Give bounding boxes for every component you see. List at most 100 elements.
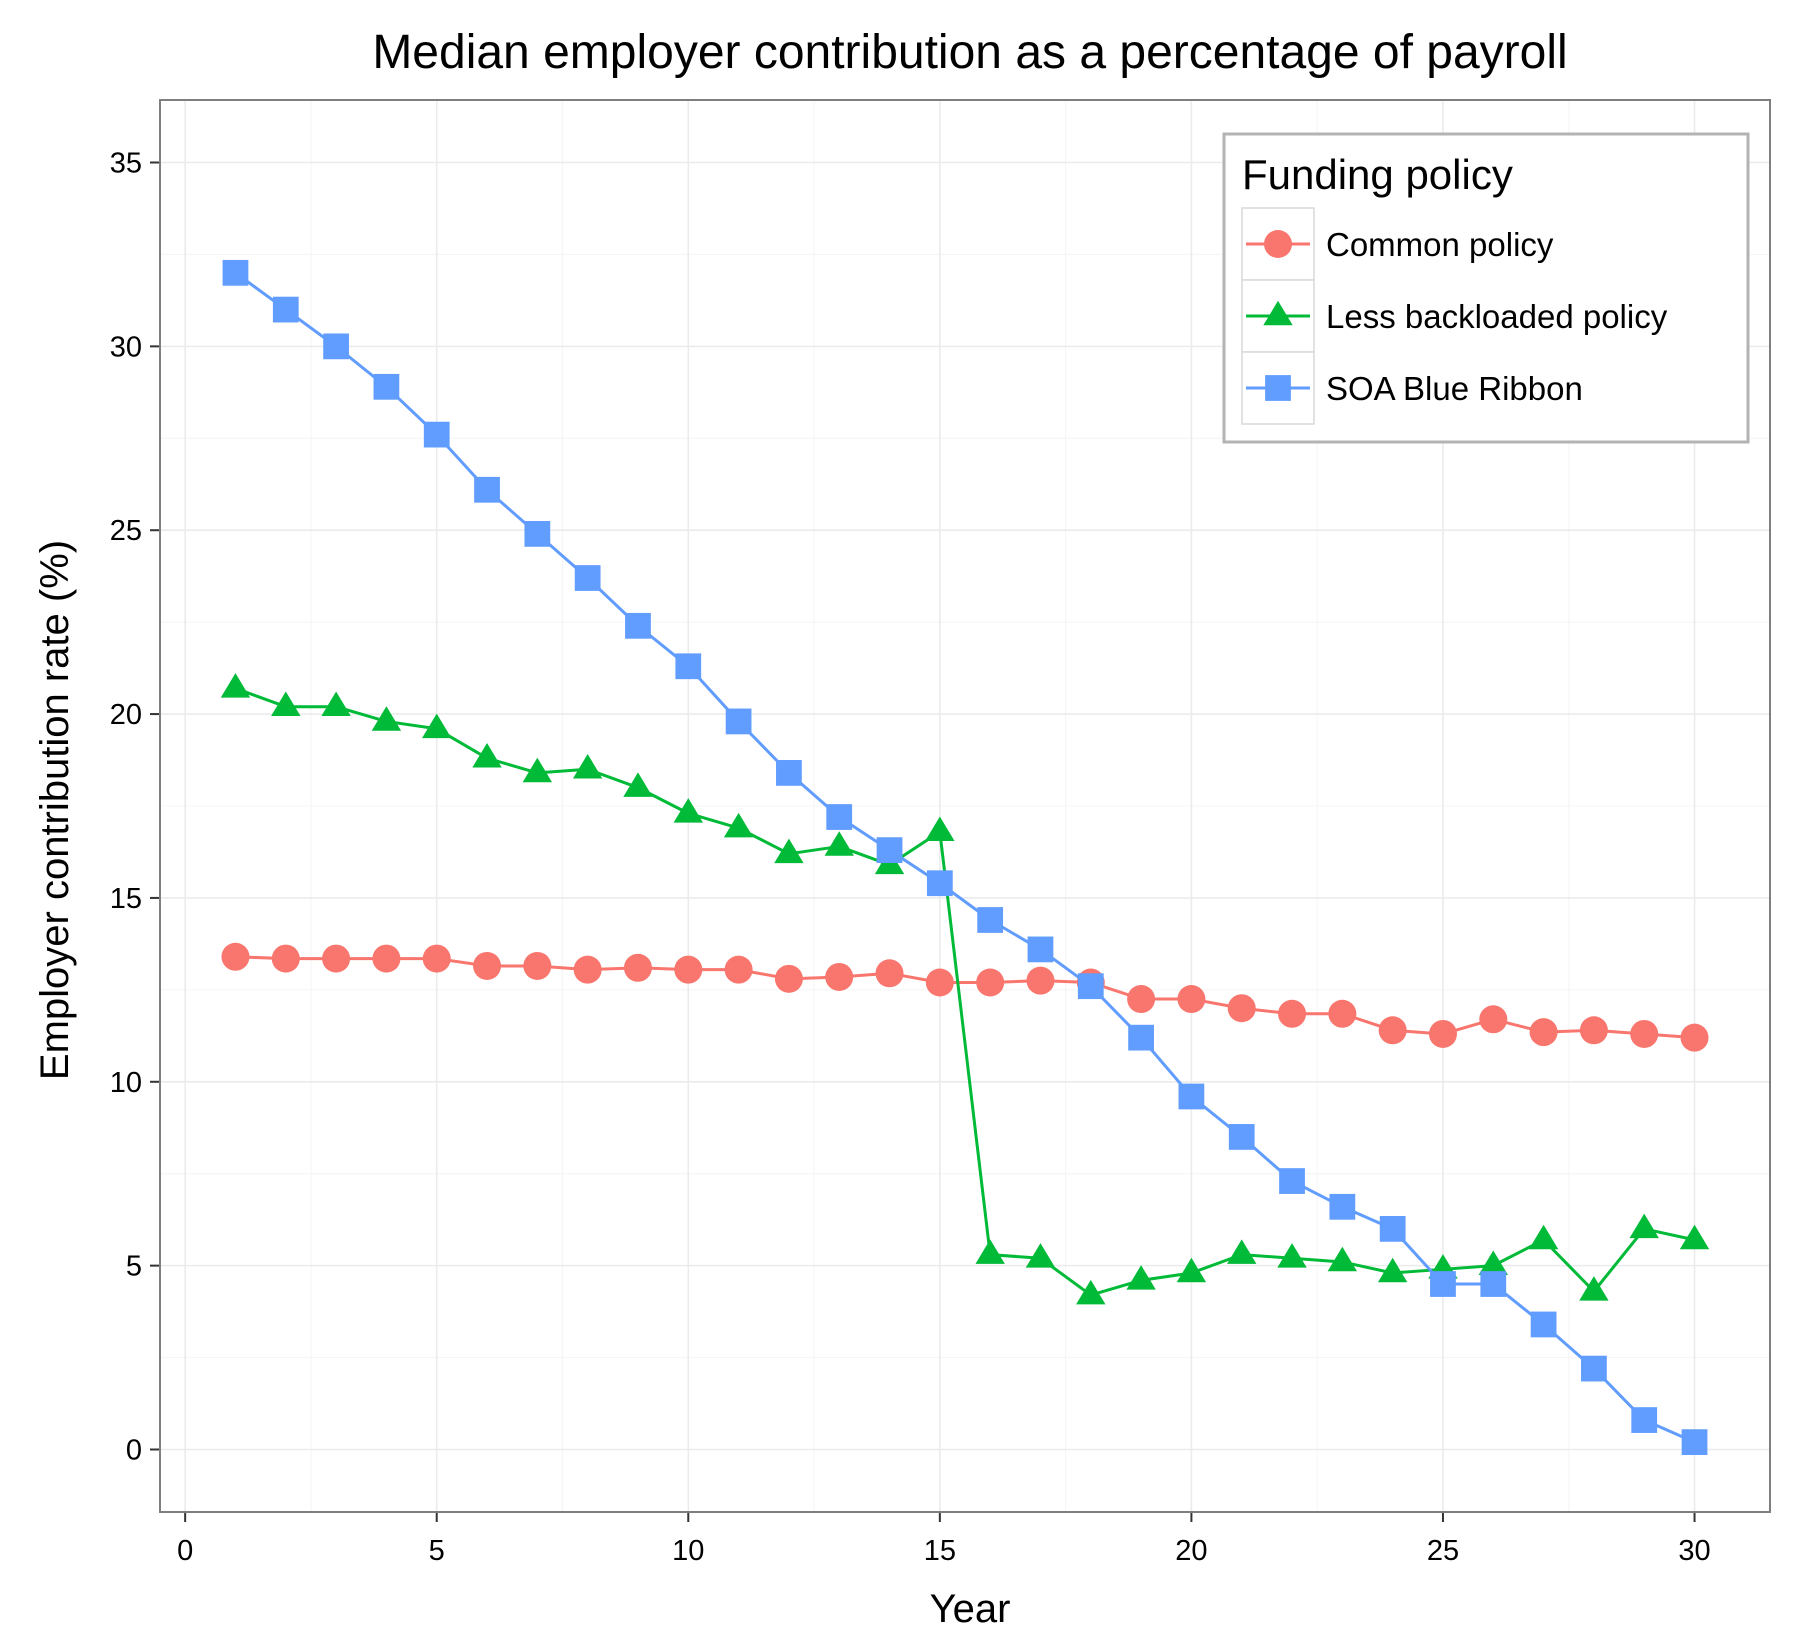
- series-common-policy: [221, 942, 1709, 1052]
- y-tick-label: 15: [110, 883, 142, 915]
- x-tick-label: 10: [672, 1535, 704, 1567]
- data-point-common-policy: [1378, 1016, 1407, 1045]
- data-point-less-backloaded-policy: [422, 713, 452, 739]
- data-point-common-policy: [976, 968, 1005, 997]
- data-point-common-policy: [1026, 966, 1055, 995]
- data-point-less-backloaded-policy: [1478, 1250, 1508, 1275]
- data-point-soa-blue-ribbon: [1581, 1355, 1607, 1382]
- x-tick-label: 15: [924, 1535, 956, 1567]
- data-point-common-policy: [1479, 1005, 1508, 1034]
- series-soa-blue-ribbon: [222, 259, 1708, 1456]
- x-tick-label: 20: [1175, 1535, 1207, 1567]
- data-point-soa-blue-ribbon: [574, 565, 601, 591]
- data-point-soa-blue-ribbon: [373, 373, 400, 400]
- data-point-less-backloaded-policy: [1579, 1276, 1609, 1301]
- data-point-less-backloaded-policy: [1377, 1257, 1408, 1283]
- data-point-common-policy: [674, 955, 703, 984]
- data-point-soa-blue-ribbon: [1430, 1271, 1456, 1297]
- y-tick-label: 10: [110, 1067, 142, 1099]
- data-point-common-policy: [1177, 985, 1206, 1014]
- data-point-common-policy: [573, 955, 602, 984]
- data-point-common-policy: [724, 955, 753, 984]
- data-point-less-backloaded-policy: [925, 816, 955, 842]
- data-point-less-backloaded-policy: [522, 757, 553, 783]
- data-point-less-backloaded-policy: [623, 772, 653, 797]
- data-point-common-policy: [372, 944, 401, 973]
- x-tick-label: 5: [429, 1535, 445, 1567]
- data-point-soa-blue-ribbon: [876, 837, 903, 864]
- data-point-common-policy: [422, 944, 451, 973]
- data-point-less-backloaded-policy: [1528, 1224, 1559, 1250]
- data-point-soa-blue-ribbon: [1279, 1168, 1305, 1194]
- data-point-less-backloaded-policy: [1076, 1279, 1106, 1305]
- data-point-common-policy: [774, 964, 803, 993]
- data-point-soa-blue-ribbon: [826, 804, 853, 830]
- x-tick-label: 25: [1427, 1535, 1459, 1567]
- data-point-less-backloaded-policy: [673, 798, 703, 823]
- gridlines: [160, 100, 1770, 1512]
- data-point-soa-blue-ribbon: [1379, 1215, 1406, 1242]
- data-point-soa-blue-ribbon: [675, 653, 702, 680]
- legend-key-marker-common-policy: [1264, 230, 1292, 258]
- data-point-less-backloaded-policy: [1629, 1213, 1659, 1239]
- legend-label-less-backloaded-policy: Less backloaded policy: [1326, 298, 1668, 335]
- data-point-soa-blue-ribbon: [1128, 1024, 1154, 1051]
- data-point-less-backloaded-policy: [271, 691, 301, 717]
- data-point-common-policy: [623, 953, 652, 982]
- data-point-soa-blue-ribbon: [474, 476, 500, 503]
- data-point-less-backloaded-policy: [1025, 1243, 1056, 1268]
- data-point-less-backloaded-policy: [1679, 1224, 1710, 1250]
- data-point-soa-blue-ribbon: [272, 296, 299, 323]
- data-point-common-policy: [1630, 1019, 1659, 1048]
- y-tick-label: 25: [110, 515, 142, 547]
- data-point-common-policy: [1227, 994, 1256, 1023]
- data-point-less-backloaded-policy: [472, 743, 502, 768]
- data-point-common-policy: [1428, 1019, 1457, 1048]
- data-point-soa-blue-ribbon: [222, 259, 249, 286]
- series-group: [220, 259, 1710, 1456]
- data-point-soa-blue-ribbon: [977, 907, 1004, 933]
- legend: Funding policy Common policy Less backload…: [1222, 132, 1750, 444]
- data-point-common-policy: [221, 942, 250, 971]
- data-point-soa-blue-ribbon: [1178, 1083, 1205, 1110]
- data-point-soa-blue-ribbon: [524, 521, 551, 547]
- y-tick-label: 0: [126, 1434, 142, 1466]
- data-point-common-policy: [1529, 1018, 1558, 1047]
- data-point-common-policy: [1278, 999, 1307, 1028]
- data-point-soa-blue-ribbon: [776, 760, 802, 786]
- y-axis-title: Employer contribution rate (%): [33, 540, 77, 1080]
- data-point-soa-blue-ribbon: [1329, 1193, 1356, 1220]
- data-point-less-backloaded-policy: [1176, 1257, 1207, 1283]
- data-point-common-policy: [825, 962, 854, 991]
- data-point-less-backloaded-policy: [572, 754, 603, 779]
- x-tick-label: 30: [1678, 1535, 1710, 1567]
- axes: 0 5 10 15 20 25 30 0 5 10 15 20 25 30 35: [110, 148, 1711, 1567]
- y-tick-label: 35: [110, 148, 142, 180]
- data-point-soa-blue-ribbon: [1681, 1429, 1708, 1456]
- data-point-less-backloaded-policy: [1126, 1265, 1156, 1290]
- legend-key-marker-less-backloaded-policy: [1263, 300, 1293, 326]
- data-point-less-backloaded-policy: [723, 812, 754, 838]
- data-point-soa-blue-ribbon: [1480, 1271, 1507, 1297]
- data-point-common-policy: [875, 959, 904, 988]
- data-point-less-backloaded-policy: [975, 1239, 1005, 1264]
- data-point-less-backloaded-policy: [1227, 1239, 1257, 1264]
- data-point-less-backloaded-policy: [1277, 1243, 1307, 1268]
- data-point-common-policy: [322, 944, 351, 973]
- data-point-soa-blue-ribbon: [323, 333, 349, 360]
- series-less-backloaded-policy: [220, 673, 1710, 1305]
- x-axis-title: Year: [930, 1587, 1011, 1631]
- data-point-soa-blue-ribbon: [1027, 936, 1054, 963]
- data-point-common-policy: [1127, 985, 1156, 1014]
- data-point-soa-blue-ribbon: [725, 708, 752, 735]
- data-point-soa-blue-ribbon: [1077, 973, 1104, 1000]
- data-point-less-backloaded-policy: [321, 691, 351, 717]
- data-point-common-policy: [271, 944, 300, 973]
- data-point-common-policy: [1680, 1023, 1709, 1052]
- chart-title: Median employer contribution as a percen…: [372, 26, 1567, 79]
- legend-key-marker-soa-blue-ribbon: [1265, 375, 1291, 401]
- data-point-soa-blue-ribbon: [1530, 1311, 1557, 1338]
- data-point-common-policy: [1328, 999, 1357, 1028]
- legend-label-soa-blue-ribbon: SOA Blue Ribbon: [1326, 370, 1583, 407]
